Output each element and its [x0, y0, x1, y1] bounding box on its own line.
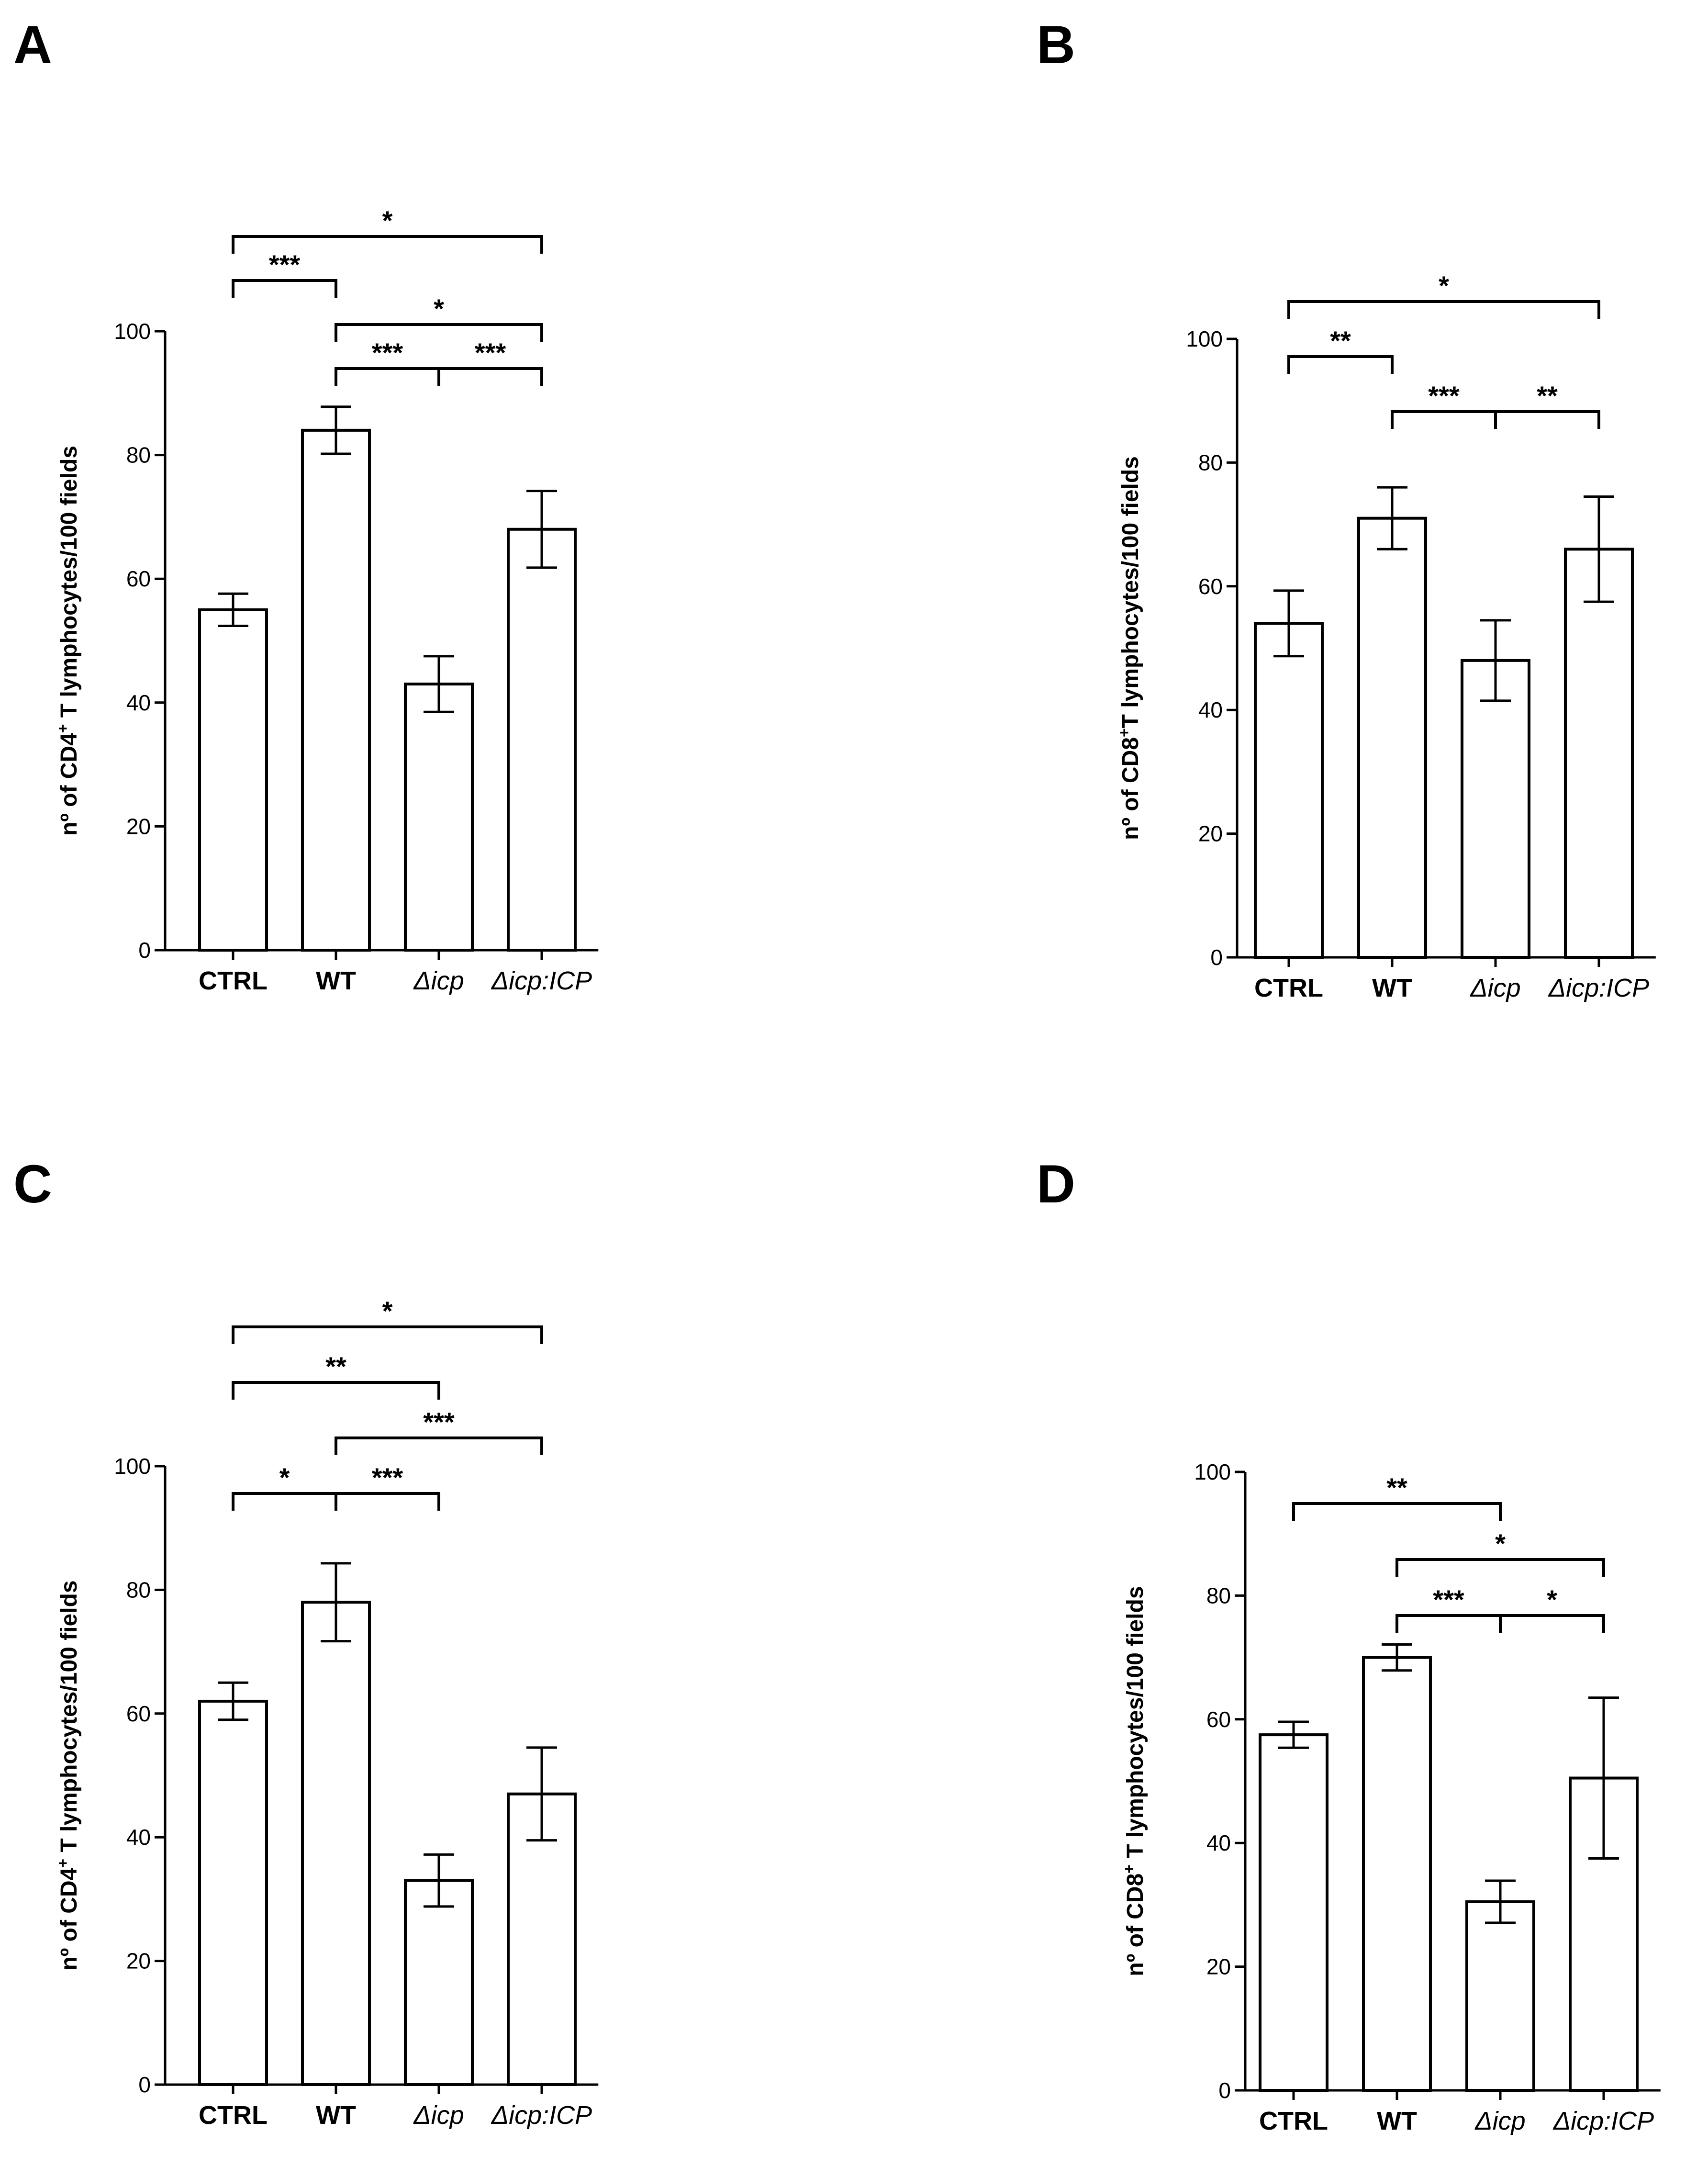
significance-label: ***	[269, 249, 301, 280]
category-label: CTRL	[1259, 2107, 1328, 2135]
y-tick-label: 60	[1206, 1707, 1231, 1732]
y-axis-title-text: T lymphocytes/100 fields	[56, 1580, 82, 1859]
y-axis-title-text: nº of CD4	[56, 733, 82, 836]
y-tick-label: 80	[1198, 450, 1223, 475]
y-tick-label: 80	[126, 443, 151, 468]
y-axis-title-text: nº of CD4	[56, 1867, 82, 1970]
significance-label: *	[382, 1296, 393, 1326]
y-tick-label: 60	[126, 566, 151, 591]
category-label: WT	[316, 2101, 356, 2130]
panel-label-d: D	[1037, 1154, 1075, 1214]
category-label: WT	[316, 966, 356, 995]
y-tick-label: 40	[126, 1825, 151, 1850]
significance-label: **	[325, 1351, 346, 1381]
y-tick-label: 20	[1206, 1954, 1231, 1979]
category-label: Δicp:ICP	[491, 966, 592, 995]
significance-label: *	[434, 293, 444, 324]
y-axis-title: nº of CD4+ T lymphocytes/100 fields	[54, 1580, 82, 1970]
bar-1	[1259, 1733, 1328, 2092]
panel-label-b: B	[1037, 15, 1075, 75]
category-label: Δicp	[413, 966, 464, 995]
y-axis-title-superscript: +	[1120, 1864, 1138, 1874]
y-tick-label: 20	[126, 814, 151, 839]
category-label: CTRL	[199, 2101, 268, 2130]
y-tick-label: 100	[114, 1454, 151, 1479]
category-label: CTRL	[199, 966, 268, 995]
y-tick-label: 0	[138, 2072, 151, 2097]
y-tick-label: 60	[126, 1701, 151, 1726]
y-axis-title-text: nº of CD8	[1118, 737, 1143, 840]
y-tick-label: 80	[126, 1577, 151, 1602]
y-axis-title: nº of CD8+T lymphocytes/100 fields	[1116, 456, 1143, 840]
chart-panel-b: 0 20 40 60 80 100 nº of CD8+T lymphocytes/100 …	[1116, 270, 1656, 1002]
bar-3	[404, 683, 474, 952]
bar-3	[404, 1879, 474, 2086]
y-tick-label: 20	[126, 1949, 151, 1974]
significance-label: *	[382, 205, 393, 236]
y-axis-title-superscript: +	[54, 1859, 71, 1868]
category-label: CTRL	[1254, 974, 1323, 1002]
y-axis-title-text: T lymphocytes/100 fields	[1118, 456, 1143, 728]
significance-label: ***	[475, 337, 506, 368]
significance-label: **	[1386, 1472, 1407, 1503]
bar-1	[198, 1699, 268, 2086]
category-label: Δicp:ICP	[1552, 2107, 1654, 2135]
panel-label-c: C	[13, 1154, 52, 1214]
significance-label: **	[1537, 381, 1558, 411]
y-axis-title-text: nº of CD8	[1123, 1874, 1148, 1976]
category-label: WT	[1372, 974, 1412, 1002]
y-axis-title: nº of CD8+ T lymphocytes/100 fields	[1120, 1586, 1148, 1976]
bar-3	[1465, 1900, 1535, 2092]
significance-label: *	[279, 1462, 290, 1493]
significance-label: *	[1439, 270, 1449, 301]
y-tick-label: 20	[1198, 821, 1223, 846]
y-axis-title-text: T lymphocytes/100 fields	[1123, 1586, 1148, 1864]
bar-4	[507, 527, 577, 952]
bar-4	[507, 1792, 577, 2086]
category-label: Δicp	[413, 2101, 464, 2130]
bar-3	[1461, 659, 1530, 959]
chart-panel-d: 0 20 40 60 80 100 nº of CD8+ T lymphocytes/100…	[1120, 1459, 1661, 2135]
y-axis-title-superscript: +	[1116, 728, 1133, 737]
chart-panel-c: 0 20 40 60 80 100 nº of CD4+ T lymphocytes/100…	[54, 1296, 599, 2130]
bar-1	[1254, 622, 1324, 959]
significance-label: **	[1330, 325, 1351, 356]
y-axis-title-superscript: +	[54, 724, 71, 733]
bar-4	[1564, 548, 1634, 959]
y-tick-label: 100	[114, 319, 151, 344]
category-label: Δicp:ICP	[1548, 974, 1649, 1002]
y-axis-title-text: T lymphocytes/100 fields	[56, 446, 82, 724]
y-tick-label: 40	[1198, 697, 1223, 722]
y-tick-label: 0	[1218, 2078, 1231, 2103]
bar-2	[1362, 1656, 1432, 2092]
category-label: Δicp	[1469, 974, 1520, 1002]
bar-1	[198, 608, 268, 952]
y-tick-label: 40	[1206, 1830, 1231, 1855]
significance-label: ***	[372, 337, 403, 368]
significance-label: ***	[1428, 381, 1460, 411]
significance-label: ***	[423, 1407, 455, 1437]
significance-label: *	[1547, 1584, 1557, 1615]
y-tick-label: 0	[138, 938, 151, 963]
y-tick-label: 80	[1206, 1583, 1231, 1608]
significance-label: ***	[372, 1462, 403, 1493]
chart-panel-a: 0 20 40 60 80 100 nº of CD4+ T lymphocytes/100…	[54, 205, 599, 995]
y-tick-label: 0	[1210, 945, 1223, 970]
y-tick-label: 40	[126, 690, 151, 715]
bar-2	[301, 1601, 371, 2086]
y-tick-label: 100	[1186, 326, 1223, 351]
y-axis-title: nº of CD4+ T lymphocytes/100 fields	[54, 446, 82, 836]
y-tick-label: 100	[1194, 1459, 1231, 1484]
bar-2	[301, 428, 371, 952]
panel-label-a: A	[13, 15, 52, 75]
y-tick-label: 60	[1198, 574, 1223, 599]
category-label: WT	[1377, 2107, 1417, 2135]
category-label: Δicp	[1474, 2107, 1525, 2135]
category-label: Δicp:ICP	[491, 2101, 592, 2130]
significance-label: *	[1495, 1528, 1506, 1559]
significance-label: ***	[1433, 1584, 1464, 1615]
bar-2	[1357, 516, 1427, 959]
